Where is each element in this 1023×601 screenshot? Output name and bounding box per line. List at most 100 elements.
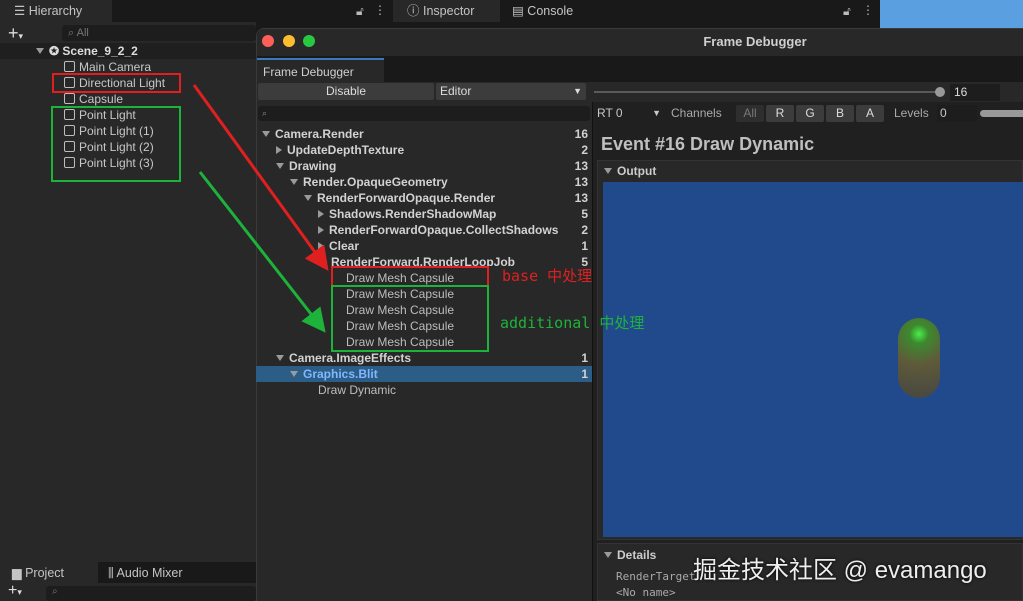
gameobject-icon (64, 93, 75, 104)
tree-label: Graphics.Blit (303, 367, 378, 381)
channel-g-button[interactable]: G (796, 105, 824, 122)
event-count: 1 (581, 351, 588, 365)
levels-slider[interactable] (980, 110, 1023, 117)
tab-hierarchy[interactable]: ☰ Hierarchy (0, 0, 112, 22)
expand-icon[interactable] (304, 195, 312, 201)
tab-inspector[interactable]: ⓘ Inspector (393, 0, 500, 22)
base-annotation: base 中处理 (502, 267, 593, 285)
hierarchy-item[interactable]: Point Light (64, 107, 136, 123)
expand-icon[interactable] (276, 355, 284, 361)
window-title: Frame Debugger (703, 34, 807, 49)
channel-a-button[interactable]: A (856, 105, 884, 122)
tree-label: Draw Dynamic (318, 383, 397, 397)
event-count: 13 (574, 191, 588, 205)
tree-row[interactable]: Draw Mesh Capsule (256, 286, 592, 302)
expand-icon[interactable] (36, 48, 44, 54)
more-icon[interactable]: ⋮ (862, 3, 874, 17)
tree-row[interactable]: Shadows.RenderShadowMap 5 (256, 206, 592, 222)
minimize-button[interactable] (283, 35, 295, 47)
green-highlight-box (331, 285, 489, 352)
event-count: 1 (581, 239, 588, 253)
tree-label: UpdateDepthTexture (287, 143, 405, 157)
tree-row[interactable]: UpdateDepthTexture 2 (256, 142, 592, 158)
additional-annotation: additional 中处理 (500, 314, 645, 332)
chevron-down-icon: ▼ (573, 86, 582, 96)
levels-input[interactable]: 0 (937, 105, 977, 122)
gameobject-icon (64, 141, 75, 152)
gameobject-icon (64, 77, 75, 88)
tree-search[interactable]: ⌕ (258, 106, 590, 121)
event-slider[interactable] (594, 91, 940, 93)
mixer-icon: ⫼ (108, 566, 117, 580)
hierarchy-item[interactable]: Main Camera (64, 59, 151, 75)
collapse-icon[interactable] (318, 226, 324, 234)
tree-row[interactable]: Drawing 13 (256, 158, 592, 174)
add-button[interactable]: +▾ (8, 582, 22, 599)
close-button[interactable] (262, 35, 274, 47)
event-count: 2 (581, 143, 588, 157)
gameobject-icon (64, 125, 75, 136)
channel-all-button[interactable]: All (736, 105, 764, 122)
target-dropdown[interactable]: Editor ▼ (436, 83, 586, 100)
channels-label: Channels (671, 106, 722, 120)
render-target-label: RenderTarget (616, 570, 696, 583)
tab-frame-debugger[interactable]: Frame Debugger (257, 58, 384, 82)
expand-icon[interactable] (262, 131, 270, 137)
tree-row[interactable]: RenderForwardOpaque.Render 13 (256, 190, 592, 206)
console-icon: ▤ (512, 4, 528, 18)
event-count: 2 (581, 223, 588, 237)
tree-row[interactable]: Camera.Render 16 (256, 126, 592, 142)
expand-icon (604, 168, 612, 174)
output-header[interactable]: Output (604, 164, 656, 178)
tree-row[interactable]: Draw Dynamic (256, 382, 592, 398)
tree-row[interactable]: Draw Mesh Capsule (256, 302, 592, 318)
tab-audio-mixer[interactable]: ⫼ Audio Mixer (108, 566, 183, 580)
hierarchy-search[interactable]: ⌕ All (62, 25, 256, 41)
tree-row[interactable]: Draw Mesh Capsule (256, 270, 592, 286)
maximize-button[interactable] (303, 35, 315, 47)
tree-label: Render.OpaqueGeometry (303, 175, 448, 189)
event-index-input[interactable]: 16 (950, 84, 1000, 101)
watermark: 掘金技术社区 @ evamango (693, 557, 987, 584)
tree-label: Drawing (289, 159, 337, 173)
project-search[interactable]: ⌕ (46, 586, 256, 601)
tree-row[interactable]: Draw Mesh Capsule (256, 334, 592, 350)
tree-row[interactable]: Draw Mesh Capsule (256, 318, 592, 334)
tab-project[interactable]: ▆ Project (0, 562, 98, 584)
tree-label: Camera.ImageEffects (289, 351, 412, 365)
tree-row[interactable]: Render.OpaqueGeometry 13 (256, 174, 592, 190)
tab-console[interactable]: ▤ Console (512, 4, 574, 18)
info-icon: ⓘ (407, 4, 423, 18)
tree-row[interactable]: RenderForwardOpaque.CollectShadows 2 (256, 222, 592, 238)
details-header[interactable]: Details (604, 548, 656, 562)
slider-handle[interactable] (935, 87, 945, 97)
hierarchy-item[interactable]: Point Light (2) (64, 139, 154, 155)
tree-label: Clear (329, 239, 360, 253)
collapse-icon[interactable] (276, 146, 282, 154)
rt-dropdown[interactable]: RT 0 ▼ (597, 106, 661, 120)
hierarchy-item[interactable]: Directional Light (64, 75, 165, 91)
add-button[interactable]: +▾ (8, 23, 24, 43)
tree-label: Shadows.RenderShadowMap (329, 207, 497, 221)
collapse-icon[interactable] (318, 210, 324, 218)
list-icon: ☰ (14, 4, 29, 18)
tree-row[interactable]: Graphics.Blit 1 (256, 366, 592, 382)
channel-b-button[interactable]: B (826, 105, 854, 122)
expand-icon[interactable] (290, 179, 298, 185)
hierarchy-item[interactable]: Point Light (3) (64, 155, 154, 171)
expand-icon[interactable] (276, 163, 284, 169)
disable-button[interactable]: Disable (258, 83, 434, 100)
channel-r-button[interactable]: R (766, 105, 794, 122)
expand-icon[interactable] (290, 371, 298, 377)
hierarchy-item[interactable]: Capsule (64, 91, 123, 107)
gameobject-icon (64, 61, 75, 72)
lock-icon[interactable]: 🔓︎ (843, 4, 851, 18)
tree-label: RenderForwardOpaque.Render (317, 191, 496, 205)
tree-row[interactable]: Camera.ImageEffects 1 (256, 350, 592, 366)
scene-row[interactable]: ✪ Scene_9_2_2 (36, 43, 138, 59)
hierarchy-item[interactable]: Point Light (1) (64, 123, 154, 139)
lock-icon[interactable]: 🔓︎ (356, 4, 364, 18)
green-highlight-box (51, 106, 181, 182)
tree-label: Draw Mesh Capsule (346, 271, 455, 285)
more-icon[interactable]: ⋮ (374, 3, 386, 17)
